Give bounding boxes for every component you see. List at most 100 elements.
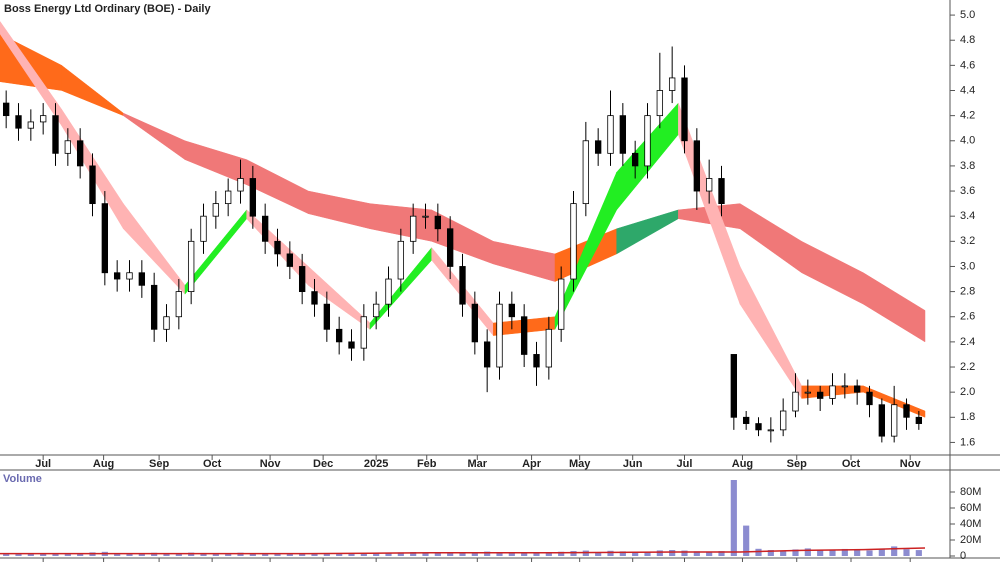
candle-body: [348, 341, 355, 349]
volume-bar: [607, 550, 614, 556]
y-tick-label: 60M: [960, 502, 981, 514]
volume-bar: [15, 553, 22, 556]
y-tick-label: 80M: [960, 486, 981, 498]
candle-body: [681, 77, 688, 142]
volume-bar: [903, 549, 910, 556]
volume-bar: [681, 550, 688, 556]
y-tick-label: 1.6: [960, 436, 975, 448]
x-tick-label: Jul: [35, 458, 51, 470]
volume-bar: [866, 550, 873, 556]
candle-body: [163, 316, 170, 330]
candle-body: [730, 354, 738, 418]
volume-bar: [225, 553, 232, 556]
volume-bar: [385, 552, 392, 556]
volume-bar: [669, 550, 676, 556]
volume-bar: [792, 549, 799, 556]
candle-body: [693, 140, 701, 192]
volume-bar: [3, 553, 10, 556]
volume-bar: [299, 553, 306, 556]
candle-body: [274, 240, 281, 255]
x-tick-label: Jul: [677, 458, 693, 470]
candle-body: [385, 278, 392, 305]
candle-body: [816, 391, 824, 399]
volume-bar: [459, 552, 466, 556]
x-tick-label: Feb: [417, 458, 437, 470]
candle-body: [397, 240, 405, 280]
candle-body: [175, 291, 183, 318]
volume-bar: [595, 552, 602, 556]
volume-bar: [348, 553, 355, 556]
candle-body: [224, 190, 232, 205]
candle-body: [508, 303, 516, 318]
candle-body: [594, 140, 602, 154]
volume-bar: [434, 553, 441, 556]
candle-body: [607, 115, 614, 154]
candle-body: [890, 404, 898, 437]
candle-body: [483, 341, 491, 368]
volume-bar: [619, 551, 626, 556]
candle-body: [533, 354, 540, 368]
volume-bar: [286, 553, 293, 556]
volume-bar: [767, 550, 774, 556]
volume-bar: [484, 551, 491, 556]
volume-bar: [817, 549, 824, 556]
candle-body: [446, 228, 454, 267]
volume-bar: [755, 548, 762, 556]
chart-title: Boss Energy Ltd Ordinary (BOE) - Daily: [4, 3, 211, 15]
x-tick-label: May: [569, 458, 591, 470]
volume-bar: [64, 553, 71, 556]
x-tick-label: Oct: [203, 458, 222, 470]
candle-body: [742, 416, 750, 424]
x-tick-label: Mar: [468, 458, 488, 470]
volume-bar: [397, 552, 404, 556]
x-tick-label: Dec: [313, 458, 333, 470]
volume-bar: [77, 553, 84, 556]
y-tick-label: 2.8: [960, 286, 975, 298]
y-tick-label: 3.4: [960, 210, 975, 222]
candle-body: [89, 165, 96, 205]
volume-bar: [496, 552, 503, 556]
volume-bar: [644, 551, 651, 556]
candle-body: [582, 140, 590, 205]
candle-body: [471, 303, 479, 343]
volume-bar: [706, 551, 713, 556]
x-tick-label: Aug: [93, 458, 114, 470]
x-tick-label: Aug: [732, 458, 753, 470]
candle-body: [779, 410, 787, 431]
volume-bar: [52, 553, 59, 556]
candle-body: [570, 203, 577, 280]
volume-bar: [410, 552, 417, 556]
candle-body: [298, 266, 306, 293]
candle-body: [644, 115, 651, 167]
volume-bar: [570, 551, 577, 556]
candle-body: [138, 272, 146, 286]
candle-body: [631, 152, 639, 167]
candle-body: [459, 266, 466, 305]
volume-bar: [262, 553, 269, 556]
y-tick-label: 3.6: [960, 185, 975, 197]
candle-body: [841, 385, 849, 388]
volume-bar: [360, 553, 367, 556]
volume-bar: [114, 553, 121, 556]
volume-bar: [508, 553, 515, 556]
x-tick-label: Sep: [787, 458, 807, 470]
y-tick-label: 4.6: [960, 59, 975, 71]
candle-body: [409, 215, 417, 242]
volume-bar: [447, 553, 454, 556]
volume-bar: [336, 553, 343, 556]
candle-body: [705, 178, 713, 192]
candle-body: [557, 278, 565, 330]
candle-body: [52, 115, 59, 154]
volume-bar: [126, 553, 133, 556]
volume-bar: [854, 549, 861, 556]
x-tick-label: Nov: [900, 458, 922, 470]
candle-body: [311, 291, 318, 305]
candle-body: [335, 328, 343, 343]
y-tick-label: 3.0: [960, 260, 975, 272]
volume-bar: [27, 554, 34, 556]
volume-bar: [656, 550, 663, 556]
volume-bar: [915, 550, 922, 556]
x-tick-label: Sep: [149, 458, 169, 470]
volume-bar: [471, 552, 478, 556]
